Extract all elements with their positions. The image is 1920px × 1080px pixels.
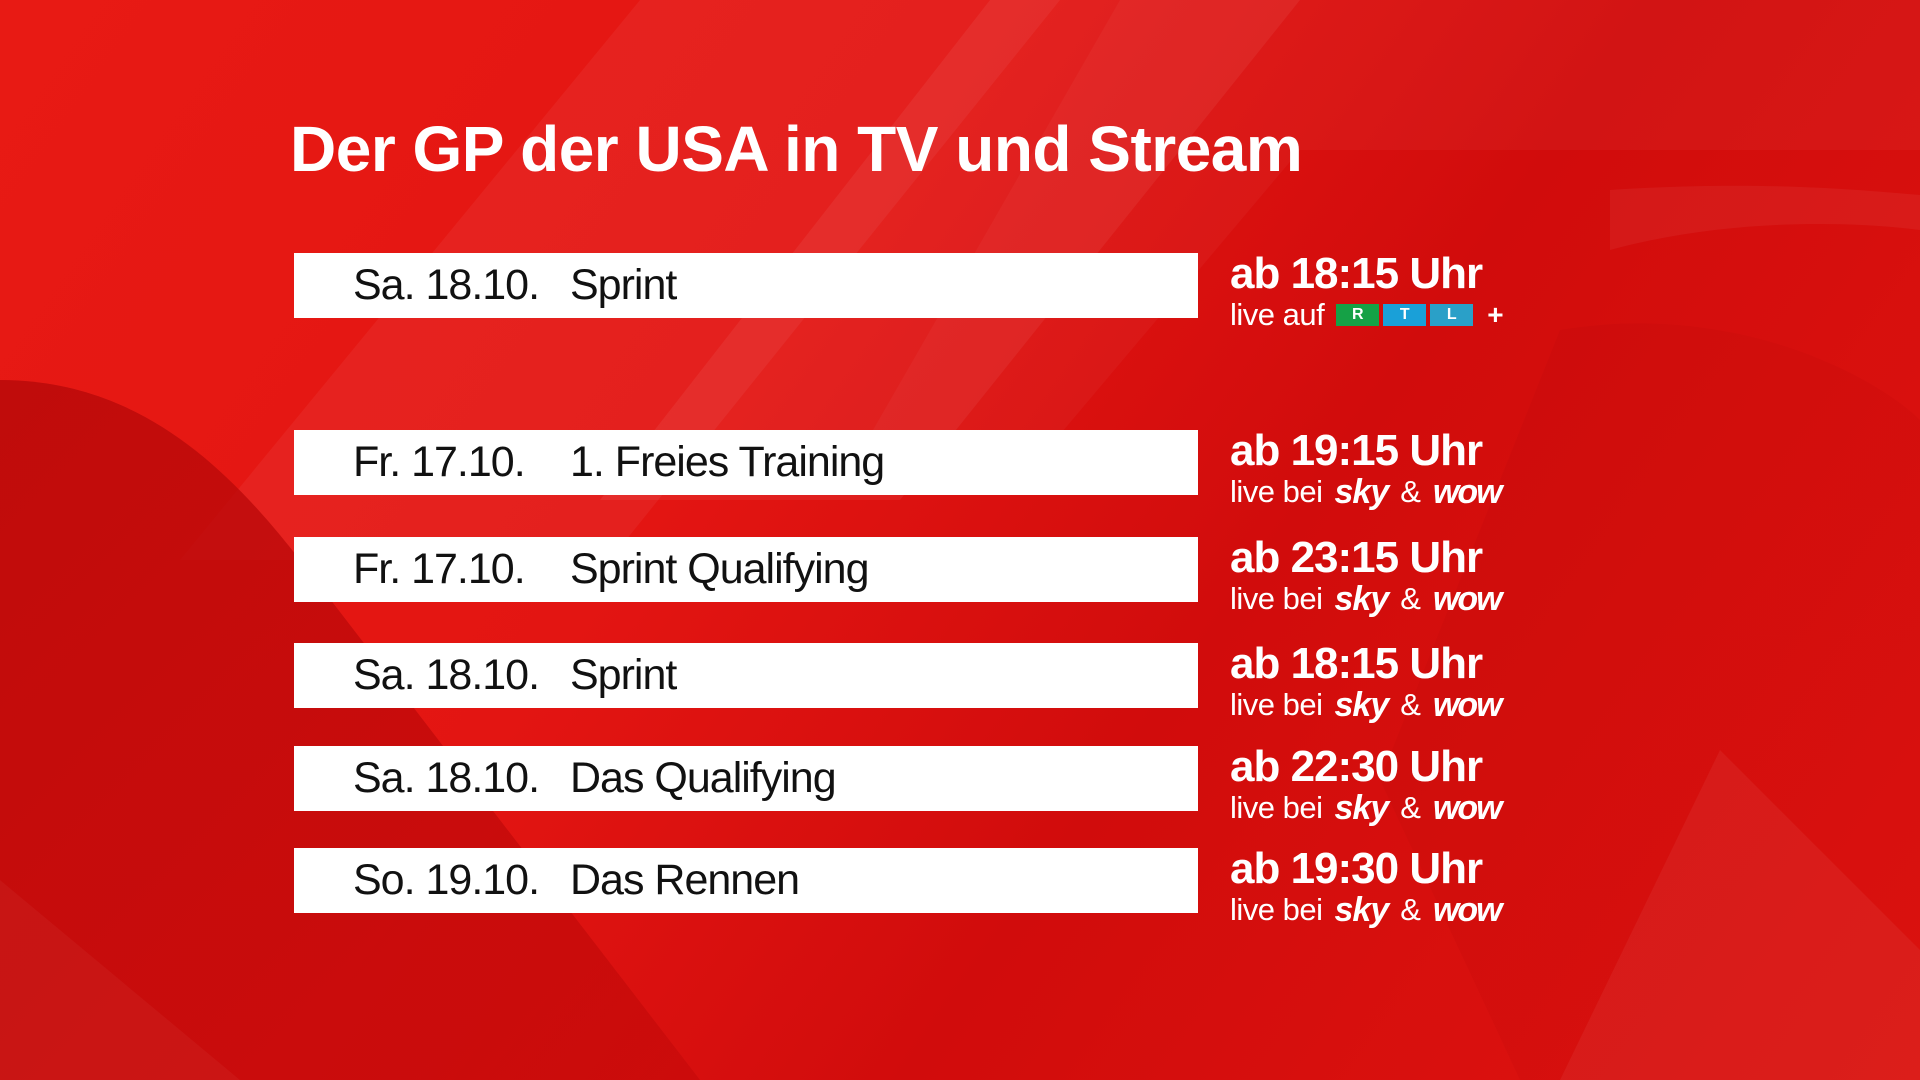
session-name: 1. Freies Training: [570, 438, 885, 486]
wow-logo: wow: [1432, 891, 1503, 929]
broadcast-info-featured: ab 18:15 Uhr live auf R T L +: [1230, 250, 1870, 332]
rtl-plus-sign: +: [1487, 299, 1504, 330]
broadcaster-line: live bei sky & wow: [1230, 473, 1870, 511]
schedule-row-featured: Sa. 18.10. Sprint: [294, 253, 1198, 318]
broadcaster-line: live bei sky & wow: [1230, 580, 1870, 618]
start-time: ab 23:15 Uhr: [1230, 533, 1483, 582]
session-date: So. 19.10.: [353, 856, 540, 904]
page-title: Der GP der USA in TV und Stream: [290, 113, 1303, 185]
broadcaster-prefix: live bei: [1230, 687, 1323, 722]
broadcaster-prefix: live auf: [1230, 297, 1325, 332]
ampersand: &: [1400, 474, 1421, 509]
sky-logo: sky: [1334, 686, 1390, 724]
broadcaster-line: live bei sky & wow: [1230, 891, 1870, 929]
ampersand: &: [1400, 581, 1421, 616]
session-name: Sprint Qualifying: [570, 545, 869, 593]
sky-logo: sky: [1334, 789, 1390, 827]
start-time: ab 19:15 Uhr: [1230, 426, 1483, 475]
schedule-row: So. 19.10. Das Rennen: [294, 848, 1198, 913]
session-date: Sa. 18.10.: [353, 754, 540, 802]
schedule-row: Sa. 18.10. Das Qualifying: [294, 746, 1198, 811]
session-date: Fr. 17.10.: [353, 438, 526, 486]
ampersand: &: [1400, 687, 1421, 722]
rtl-plus-logo: R T L +: [1336, 299, 1504, 330]
wow-logo: wow: [1432, 473, 1503, 511]
broadcaster-prefix: live bei: [1230, 474, 1323, 509]
session-date: Fr. 17.10.: [353, 545, 526, 593]
session-name: Das Rennen: [570, 856, 800, 904]
rtl-letter-r: R: [1336, 304, 1380, 326]
sky-logo: sky: [1334, 473, 1390, 511]
broadcaster-prefix: live bei: [1230, 790, 1323, 825]
session-name: Das Qualifying: [570, 754, 837, 802]
ampersand: &: [1400, 892, 1421, 927]
schedule-row: Sa. 18.10. Sprint: [294, 643, 1198, 708]
ampersand: &: [1400, 790, 1421, 825]
broadcaster-prefix: live bei: [1230, 581, 1323, 616]
wow-logo: wow: [1432, 789, 1503, 827]
broadcast-info: ab 22:30 Uhr live bei sky & wow: [1230, 742, 1870, 827]
wow-logo: wow: [1432, 686, 1503, 724]
schedule-row: Fr. 17.10. Sprint Qualifying: [294, 537, 1198, 602]
broadcast-info: ab 23:15 Uhr live bei sky & wow: [1230, 533, 1870, 618]
broadcaster-line: live bei sky & wow: [1230, 686, 1870, 724]
session-name: Sprint: [570, 651, 677, 699]
sky-logo: sky: [1334, 580, 1390, 618]
start-time: ab 18:15 Uhr: [1230, 249, 1483, 298]
start-time: ab 22:30 Uhr: [1230, 742, 1483, 791]
broadcast-info: ab 19:15 Uhr live bei sky & wow: [1230, 426, 1870, 511]
sky-logo: sky: [1334, 891, 1390, 929]
start-time: ab 18:15 Uhr: [1230, 639, 1483, 688]
session-name: Sprint: [570, 261, 677, 309]
broadcaster-prefix: live bei: [1230, 892, 1323, 927]
broadcast-info: ab 19:30 Uhr live bei sky & wow: [1230, 844, 1870, 929]
broadcaster-line: live auf R T L +: [1230, 298, 1870, 332]
session-date: Sa. 18.10.: [353, 651, 540, 699]
wow-logo: wow: [1432, 580, 1503, 618]
broadcaster-line: live bei sky & wow: [1230, 789, 1870, 827]
schedule-row: Fr. 17.10. 1. Freies Training: [294, 430, 1198, 495]
broadcast-info: ab 18:15 Uhr live bei sky & wow: [1230, 639, 1870, 724]
rtl-letter-l: L: [1430, 304, 1474, 326]
start-time: ab 19:30 Uhr: [1230, 844, 1483, 893]
session-date: Sa. 18.10.: [353, 261, 540, 309]
rtl-letter-t: T: [1383, 304, 1427, 326]
